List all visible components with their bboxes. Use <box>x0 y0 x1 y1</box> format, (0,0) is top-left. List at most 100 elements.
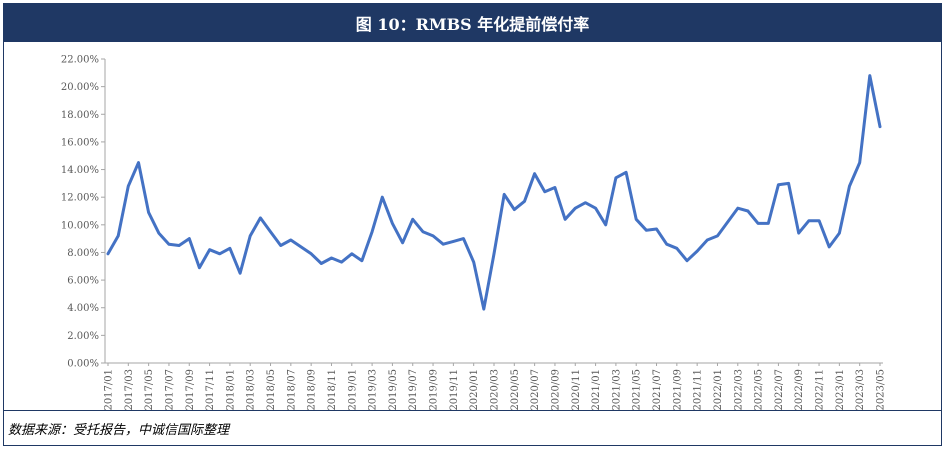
data-point <box>645 229 648 232</box>
x-tick-label: 2018/07 <box>286 369 297 410</box>
data-point <box>391 222 394 225</box>
data-point <box>665 243 668 246</box>
data-point <box>685 259 689 262</box>
data-point <box>218 252 221 255</box>
data-point <box>746 209 750 213</box>
data-point <box>279 244 282 247</box>
y-tick-label: 12.00% <box>61 193 99 204</box>
x-tick-label: 2018/11 <box>327 369 338 410</box>
series-line <box>106 74 882 311</box>
data-point <box>574 207 577 210</box>
data-point <box>117 234 120 238</box>
data-point <box>137 161 140 164</box>
data-point <box>553 186 557 189</box>
x-tick-label: 2017/11 <box>205 369 216 410</box>
data-point <box>563 218 567 221</box>
x-tick-label: 2018/05 <box>266 369 277 410</box>
data-point <box>482 307 485 311</box>
figure-title: 图 10：RMBS 年化提前偿付率 <box>4 4 941 42</box>
data-point <box>878 125 882 128</box>
data-point <box>431 234 435 238</box>
data-point <box>756 222 760 225</box>
data-point <box>442 243 445 246</box>
data-point <box>533 172 536 175</box>
x-tick-label: 2017/01 <box>104 369 115 410</box>
x-tick-label: 2021/01 <box>591 369 602 410</box>
x-tick-label: 2021/07 <box>652 369 663 410</box>
y-tick-label: 2.00% <box>67 331 99 342</box>
data-point <box>614 176 618 179</box>
x-tick-label: 2019/03 <box>368 369 379 410</box>
data-point <box>848 184 851 188</box>
data-point <box>635 218 638 221</box>
x-tick-label: 2019/07 <box>408 369 419 410</box>
y-tick-label: 16.00% <box>61 137 99 148</box>
x-tick-label: 2021/03 <box>611 369 622 410</box>
data-point <box>340 260 343 264</box>
y-tick-label: 0.00% <box>67 359 99 370</box>
data-point <box>655 227 658 231</box>
y-tick-label: 6.00% <box>67 276 99 287</box>
data-point <box>269 230 272 233</box>
x-tick-label: 2020/11 <box>571 369 582 410</box>
data-point <box>198 266 201 269</box>
x-tick-label: 2022/01 <box>713 369 724 410</box>
x-tick-label: 2020/07 <box>530 369 541 410</box>
data-point <box>249 234 252 238</box>
data-point <box>858 161 861 164</box>
y-tick-label: 8.00% <box>67 248 99 259</box>
x-tick-label: 2021/11 <box>693 369 704 410</box>
data-point <box>421 230 425 233</box>
data-point <box>777 183 780 186</box>
data-point <box>716 234 719 238</box>
data-point <box>157 231 160 235</box>
x-tick-label: 2017/03 <box>124 369 135 410</box>
data-point <box>817 219 821 222</box>
x-tick-label: 2018/03 <box>246 369 257 410</box>
data-point <box>787 182 790 185</box>
data-point <box>370 230 374 233</box>
y-tick-label: 10.00% <box>61 220 99 231</box>
data-point <box>726 220 729 224</box>
data-point <box>706 238 709 242</box>
data-point <box>543 190 546 193</box>
y-tick-label: 20.00% <box>61 82 99 93</box>
x-tick-label: 2022/03 <box>733 369 744 410</box>
x-tick-label: 2023/01 <box>835 369 846 410</box>
figure-frame: 图 10：RMBS 年化提前偿付率 0.00% 2.00% 4.00% 6.00% 8.… <box>3 3 942 446</box>
data-point <box>238 272 242 275</box>
x-tick-label: 2020/01 <box>469 369 480 410</box>
x-tick-label: 2019/09 <box>429 369 440 410</box>
y-tick-label: 4.00% <box>67 303 99 314</box>
x-tick-label: 2022/05 <box>754 369 765 410</box>
x-tick-label: 2020/05 <box>510 369 521 410</box>
data-point <box>188 237 191 240</box>
data-point <box>696 249 699 253</box>
data-point <box>523 200 526 203</box>
x-tick-label: 2020/09 <box>550 369 561 410</box>
data-point <box>289 238 292 242</box>
x-tick-label: 2020/03 <box>490 369 501 410</box>
chart-area: 0.00% 2.00% 4.00% 6.00% 8.00% 10.00% 12.00% 14.… <box>4 42 941 411</box>
data-point <box>675 247 678 250</box>
data-point <box>797 231 800 235</box>
data-point <box>472 260 475 264</box>
data-point <box>401 241 404 244</box>
data-point <box>381 196 384 199</box>
data-point <box>208 248 211 251</box>
x-tick-label: 2022/11 <box>815 369 826 410</box>
x-tick-label: 2017/05 <box>144 369 155 410</box>
data-point <box>177 244 181 247</box>
x-tick-label: 2023/05 <box>876 369 887 410</box>
data-point <box>167 243 171 246</box>
x-tick-label: 2023/03 <box>855 369 866 410</box>
y-tick-label: 18.00% <box>61 110 99 121</box>
data-point <box>228 247 232 250</box>
data-point <box>259 216 262 220</box>
x-tick-label: 2018/01 <box>225 369 236 410</box>
data-point <box>624 171 628 174</box>
data-point <box>147 211 150 214</box>
data-point <box>767 222 770 225</box>
data-point <box>503 193 506 196</box>
data-point <box>310 252 313 255</box>
